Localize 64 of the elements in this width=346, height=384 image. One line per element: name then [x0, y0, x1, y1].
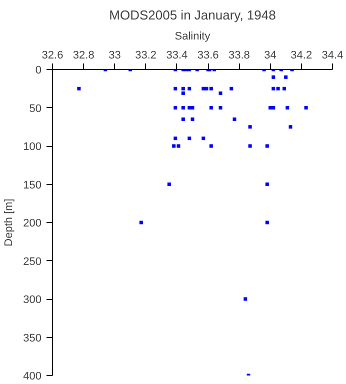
y-tick-label: 350 — [23, 332, 42, 344]
y-axis-title: Depth [m] — [3, 198, 16, 246]
point — [272, 75, 276, 79]
x-tick-label: 33 — [108, 50, 121, 62]
x-tick-label: 33.2 — [135, 50, 157, 62]
point — [265, 144, 269, 148]
point — [176, 144, 180, 148]
point — [174, 136, 178, 140]
point — [232, 117, 236, 121]
point — [218, 106, 222, 110]
x-tick-label: 34.2 — [290, 50, 312, 62]
point — [181, 106, 185, 110]
point — [202, 86, 206, 90]
x-tick-label: 33.4 — [166, 50, 188, 62]
point — [172, 144, 176, 148]
x-tick-label: 33.6 — [197, 50, 219, 62]
point — [282, 86, 286, 90]
point — [286, 106, 290, 110]
point — [209, 106, 213, 110]
point — [188, 106, 192, 110]
x-tick-label: 32.8 — [72, 50, 94, 62]
y-tick-label: 250 — [23, 256, 42, 268]
point — [244, 297, 248, 301]
point — [248, 144, 252, 148]
x-axis-title: Salinity — [174, 30, 211, 42]
point — [167, 182, 171, 186]
x-tick-label: 33.8 — [228, 50, 250, 62]
point — [272, 106, 276, 110]
x-tick-label: 34 — [264, 50, 276, 62]
y-tick-label: 300 — [23, 294, 42, 306]
y-tick-label: 200 — [23, 218, 42, 230]
point — [288, 125, 292, 129]
point — [139, 220, 143, 224]
point — [181, 91, 185, 95]
chart-title: MODS2005 in January, 1948 — [109, 8, 276, 22]
point — [204, 86, 208, 90]
point — [77, 86, 81, 90]
point — [190, 117, 194, 121]
y-tick-label: 150 — [23, 179, 42, 192]
point — [202, 136, 206, 140]
point — [209, 86, 213, 90]
y-tick-label: 400 — [23, 370, 42, 382]
y-tick-label: 100 — [23, 141, 42, 153]
point — [265, 220, 269, 224]
x-tick-label: 34.4 — [322, 50, 344, 62]
point — [284, 75, 288, 79]
point — [276, 86, 280, 90]
point — [272, 86, 276, 90]
y-tick-label: 50 — [29, 102, 42, 115]
point — [265, 182, 269, 186]
y-tick-label: 0 — [35, 64, 42, 76]
x-tick-label: 32.6 — [42, 50, 64, 62]
point — [188, 86, 192, 90]
point — [188, 136, 192, 140]
point — [190, 106, 194, 110]
point — [181, 86, 185, 90]
point — [181, 117, 185, 121]
point — [218, 91, 222, 95]
point — [248, 125, 252, 129]
point — [230, 86, 234, 90]
point — [304, 106, 308, 110]
point — [174, 86, 178, 90]
point — [174, 106, 178, 110]
point — [209, 144, 213, 148]
